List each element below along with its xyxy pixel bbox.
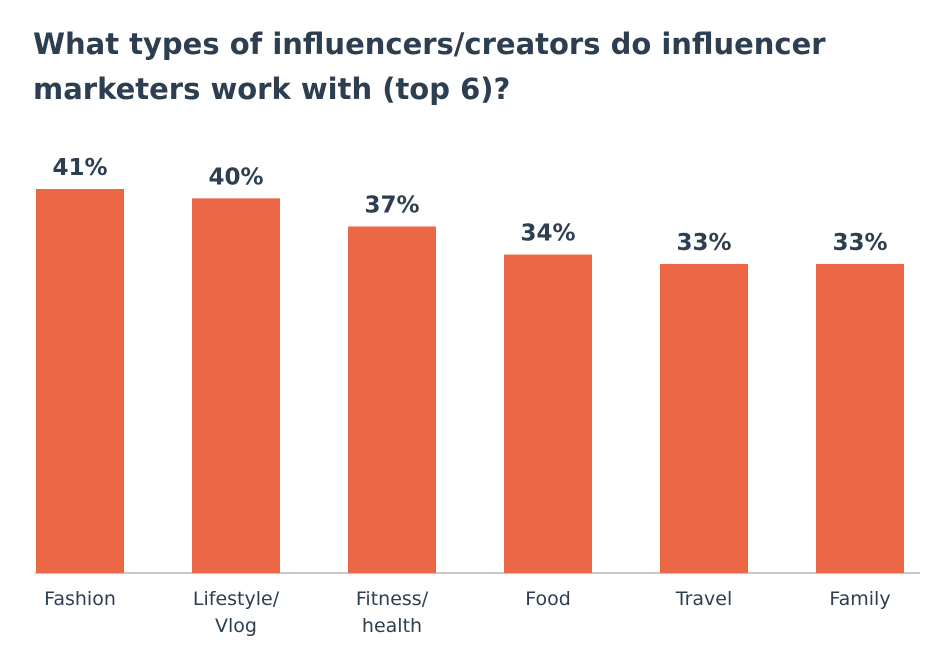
value-label: 41%: [52, 155, 107, 181]
bar: [660, 263, 748, 573]
value-label: 40%: [208, 164, 263, 190]
bar: [36, 189, 124, 573]
value-label: 33%: [676, 230, 731, 256]
x-tick-label: Fashion: [44, 588, 116, 610]
x-tick-label: Fitness/ health: [355, 588, 429, 637]
bar: [504, 254, 592, 573]
bar: [348, 226, 436, 573]
chart-title: What types of influencers/creators do in…: [33, 27, 826, 106]
x-tick-label: Travel: [675, 588, 733, 610]
value-label: 34%: [520, 221, 575, 247]
x-tick-label: Family: [829, 588, 891, 610]
x-tick-label: Food: [525, 588, 571, 610]
value-label: 33%: [832, 230, 887, 256]
value-label: 37%: [364, 192, 419, 218]
bar: [816, 263, 904, 573]
bar: [192, 198, 280, 574]
x-tick-label: Lifestyle/ Vlog: [192, 588, 280, 637]
